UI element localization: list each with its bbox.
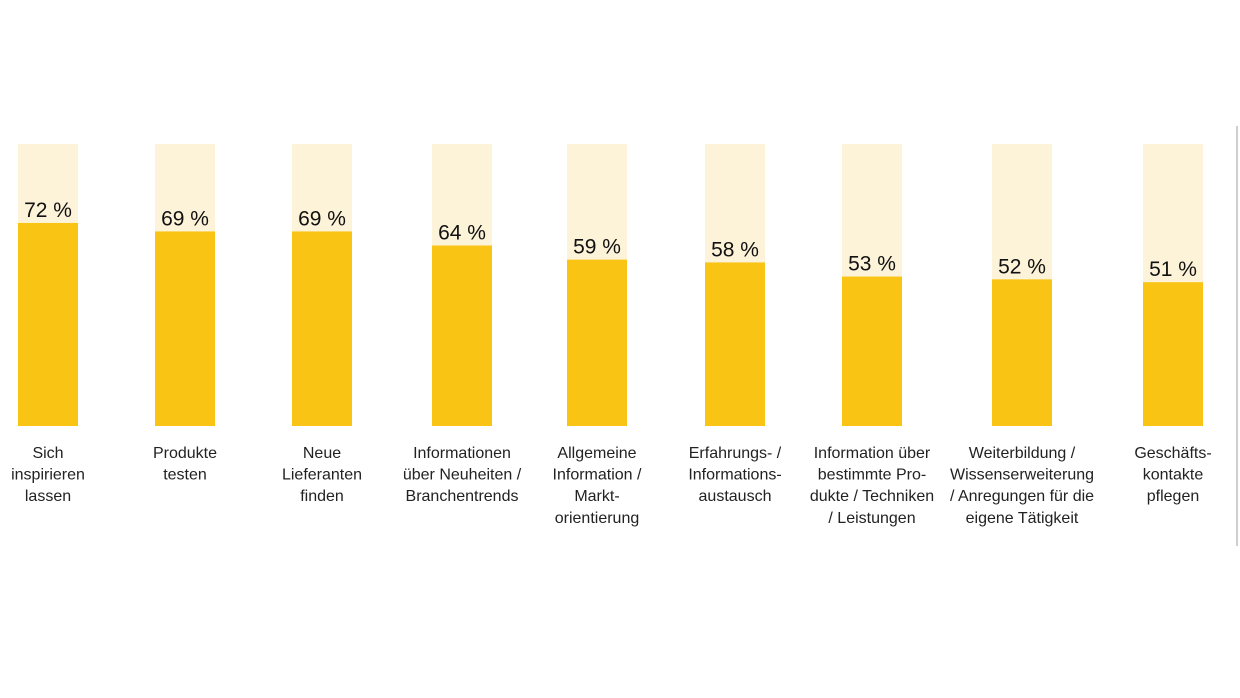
category-label-line: Wissenserweiterung <box>950 467 1094 484</box>
category-label-line: testen <box>163 467 207 484</box>
category-label-line: orientierung <box>555 510 640 527</box>
category-label-line: über Neuheiten / <box>403 467 522 484</box>
category-label-line: Allgemeine <box>557 445 636 462</box>
category-label-line: Sich <box>32 445 63 462</box>
data-label: 69 % <box>161 207 209 230</box>
category-label: Allgemeine Information / Markt-orientierun… <box>553 445 642 527</box>
category-label-line: dukte / Techniken <box>810 488 934 505</box>
category-label: Produkte testen <box>153 445 217 484</box>
category-label-line: finden <box>300 488 344 505</box>
category-label-line: pflegen <box>1147 488 1200 505</box>
category-label: Geschäfts-kontakte pflegen <box>1134 445 1211 505</box>
category-label: Erfahrungs- / Informations-austausch <box>688 445 781 505</box>
window-edge-line <box>1236 126 1238 546</box>
category-label-line: Geschäfts- <box>1134 445 1211 462</box>
category-label: Neue Lieferanten finden <box>282 445 362 505</box>
category-label-line: Markt- <box>574 488 619 505</box>
data-label: 58 % <box>711 238 759 261</box>
data-label: 59 % <box>573 236 621 259</box>
category-label-line: Informationen <box>413 445 511 462</box>
category-label-line: lassen <box>25 488 71 505</box>
category-label: Sich inspirieren lassen <box>11 445 85 505</box>
bar <box>842 276 902 426</box>
category-label-line: Information über <box>814 445 931 462</box>
bar <box>432 245 492 426</box>
data-label: 51 % <box>1149 258 1197 281</box>
category-label-line: Informations- <box>688 467 781 484</box>
category-label-line: inspirieren <box>11 467 85 484</box>
data-label: 72 % <box>24 199 72 222</box>
data-label: 52 % <box>998 255 1046 278</box>
category-label: Information über bestimmte Pro-dukte / Te… <box>810 445 934 527</box>
category-label-line: kontakte <box>1143 467 1204 484</box>
bar <box>567 259 627 426</box>
category-label-line: Neue <box>303 445 341 462</box>
category-label-line: bestimmte Pro- <box>818 467 926 484</box>
data-label: 64 % <box>438 222 486 245</box>
category-label-line: Lieferanten <box>282 467 362 484</box>
category-label-line: eigene Tätigkeit <box>966 510 1079 527</box>
bar <box>18 222 78 426</box>
category-label: Weiterbildung / Wissenserweiterung / Anreg… <box>950 445 1094 527</box>
bar <box>155 231 215 426</box>
category-label-line: austausch <box>699 488 772 505</box>
bar <box>292 231 352 426</box>
data-label: 53 % <box>848 253 896 276</box>
bar <box>705 262 765 426</box>
category-label-line: Information / <box>553 467 642 484</box>
category-label-line: / Leistungen <box>828 510 915 527</box>
data-label: 69 % <box>298 207 346 230</box>
category-label-line: Weiterbildung / <box>969 445 1076 462</box>
category-label-line: / Anregungen für die <box>950 488 1094 505</box>
category-label: Informationen über Neuheiten / Branchentre… <box>403 445 522 505</box>
category-label-line: Erfahrungs- / <box>689 445 782 462</box>
category-label-line: Produkte <box>153 445 217 462</box>
bar <box>992 279 1052 426</box>
category-label-line: Branchentrends <box>406 488 519 505</box>
bar <box>1143 282 1203 426</box>
